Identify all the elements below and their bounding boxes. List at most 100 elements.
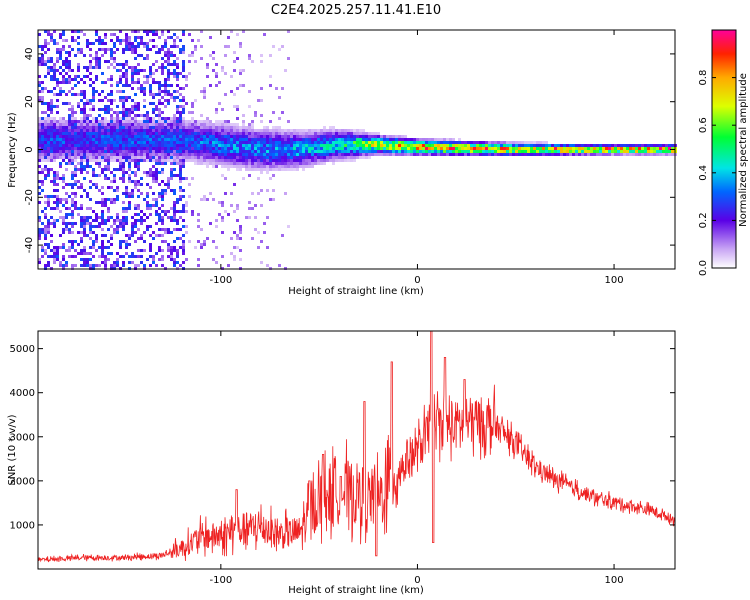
spectrogram-cell <box>317 153 320 156</box>
spectrogram-cell <box>266 159 269 162</box>
spectrogram-cell <box>326 150 329 153</box>
spectrogram-cell <box>137 135 140 138</box>
spectrogram-cell <box>98 129 101 132</box>
spectrogram-cell <box>368 138 371 141</box>
spectrogram-cell <box>158 90 161 93</box>
spectrogram-cell <box>335 159 338 162</box>
spectrogram-cell <box>83 153 86 156</box>
spectrogram-cell <box>182 150 185 153</box>
spectrogram-cell <box>272 165 275 168</box>
spectrogram-cell <box>71 240 74 243</box>
spectrogram-cell <box>338 156 341 159</box>
spectrogram-cell <box>53 30 56 33</box>
spectrogram-cell <box>71 198 74 201</box>
spectrogram-cell <box>89 159 92 162</box>
spectrogram-cell <box>545 144 548 147</box>
spectrogram-cell <box>470 153 473 156</box>
spectrogram-cell <box>125 60 128 63</box>
spectrogram-cell <box>122 39 125 42</box>
spectrogram-cell <box>458 141 461 144</box>
spectrogram-cell <box>653 153 656 156</box>
spectrogram-cell <box>470 144 473 147</box>
spectrogram-cell <box>116 153 119 156</box>
spectrogram-cell <box>83 234 86 237</box>
spectrogram-cell <box>356 144 359 147</box>
spectrogram-cell <box>128 162 131 165</box>
spectrogram-cell <box>44 234 47 237</box>
spectrogram-cell <box>104 120 107 123</box>
spectrogram-cell <box>503 144 506 147</box>
spectrogram-cell <box>92 129 95 132</box>
spectrogram-cell <box>305 132 308 135</box>
spectrogram-cell <box>89 78 92 81</box>
spectrogram-cell <box>458 138 461 141</box>
spectrogram-cell <box>617 147 620 150</box>
spectrogram-cell <box>71 141 74 144</box>
spectrogram-cell <box>233 126 236 129</box>
spectrogram-cell <box>251 138 254 141</box>
spectrogram-cell <box>50 60 53 63</box>
spectrogram-cell <box>137 45 140 48</box>
spectrogram-cell <box>185 75 188 78</box>
spectrogram-cell <box>242 114 245 117</box>
spectrogram-cell <box>308 129 311 132</box>
spectrogram-cell <box>341 129 344 132</box>
spectrogram-cell <box>170 168 173 171</box>
spectrogram-cell <box>350 132 353 135</box>
spectrogram-cell <box>53 63 56 66</box>
spectrogram-cell <box>167 63 170 66</box>
spectrogram-cell <box>65 156 68 159</box>
spectrogram-cell <box>182 153 185 156</box>
spectrogram-cell <box>83 117 86 120</box>
spectrogram-cell <box>203 144 206 147</box>
spectrogram-cell <box>173 240 176 243</box>
spectrogram-cell <box>284 153 287 156</box>
spectrogram-cell <box>158 138 161 141</box>
spectrogram-cell <box>137 183 140 186</box>
spectrogram-cell <box>131 69 134 72</box>
spectrogram-cell <box>143 249 146 252</box>
spectrogram-cell <box>47 126 50 129</box>
spectrogram-cell <box>80 138 83 141</box>
spectrogram-cell <box>113 150 116 153</box>
spectrogram-cell <box>287 135 290 138</box>
spectrogram-cell <box>221 108 224 111</box>
spectrogram-cell <box>632 147 635 150</box>
spectrogram-cell <box>41 87 44 90</box>
spectrogram-cell <box>671 144 674 147</box>
spectrogram-cell <box>302 156 305 159</box>
spectrogram-cell <box>47 174 50 177</box>
spectrogram-cell <box>47 264 50 267</box>
spectrogram-cell <box>284 138 287 141</box>
spectrogram-cell <box>284 141 287 144</box>
spectrogram-cell <box>38 156 41 159</box>
spectrogram-cell <box>143 132 146 135</box>
spectrogram-cell <box>110 171 113 174</box>
spectrogram-cell <box>206 159 209 162</box>
spectrogram-cell <box>359 150 362 153</box>
spectrogram-cell <box>68 54 71 57</box>
spectrogram-cell <box>272 198 275 201</box>
spectrogram-cell <box>149 243 152 246</box>
spectrogram-cell <box>242 159 245 162</box>
spectrogram-cell <box>215 147 218 150</box>
spectrogram-cell <box>293 135 296 138</box>
spectrogram-cell <box>176 153 179 156</box>
spectrogram-cell <box>122 132 125 135</box>
spectrogram-cell <box>167 54 170 57</box>
spectrogram-cell <box>248 168 251 171</box>
spectrogram-cell <box>149 159 152 162</box>
spectrogram-cell <box>113 228 116 231</box>
spectrogram-cell <box>83 228 86 231</box>
spectrogram-cell <box>383 138 386 141</box>
spectrogram-cell <box>146 225 149 228</box>
spectrogram-cell <box>461 147 464 150</box>
spectrogram-cell <box>110 186 113 189</box>
spectrogram-cell <box>125 252 128 255</box>
spectrogram-cell <box>107 144 110 147</box>
spectrogram-cell <box>152 117 155 120</box>
spectrogram-cell <box>179 99 182 102</box>
spectrogram-cell <box>236 234 239 237</box>
spectrogram-cell <box>203 150 206 153</box>
spectrogram-cell <box>188 33 191 36</box>
